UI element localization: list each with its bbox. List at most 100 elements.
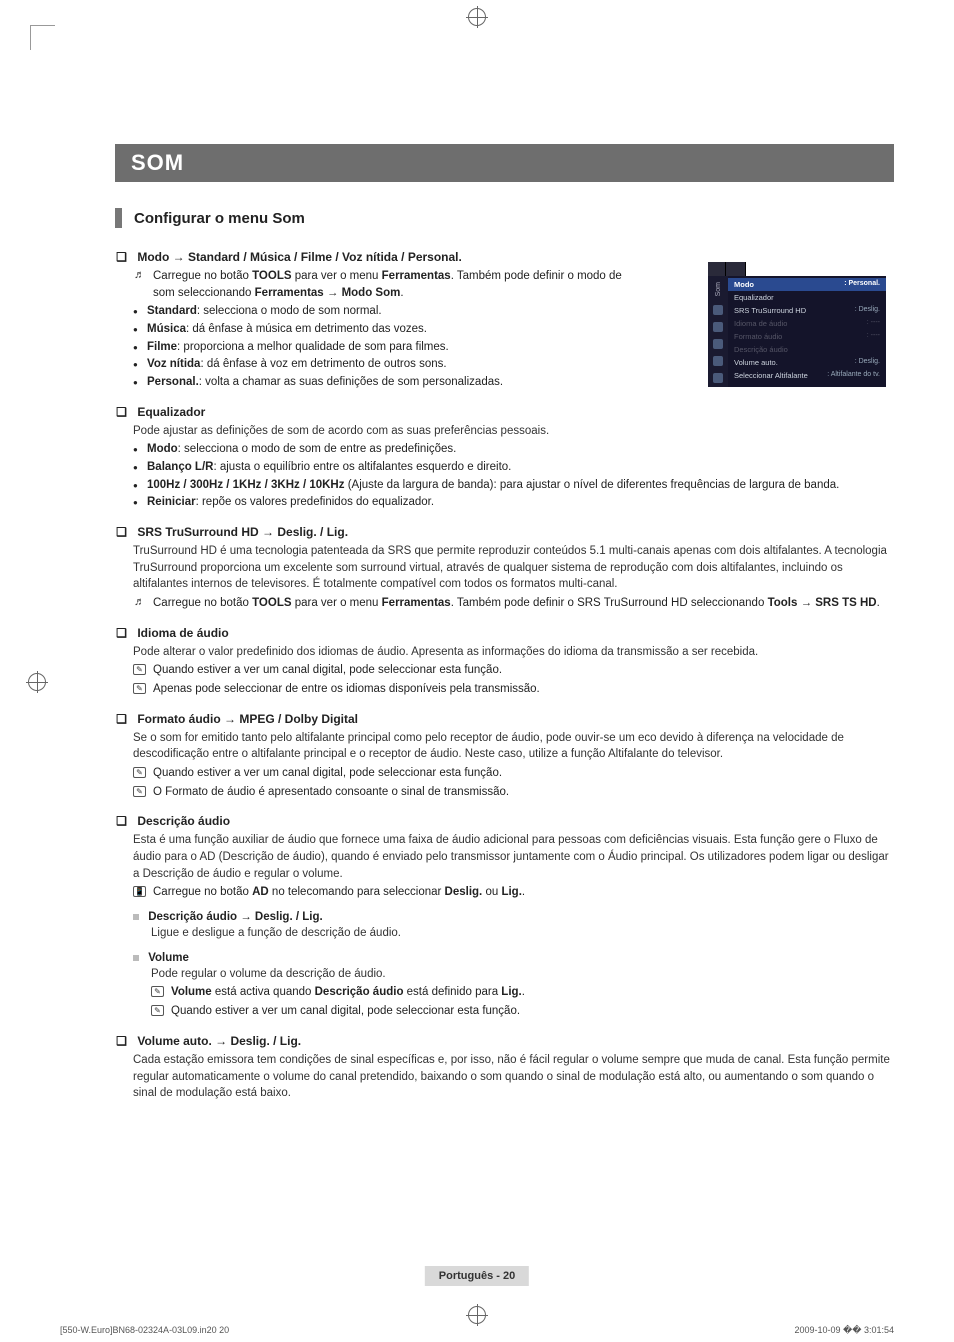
- modo-list: Standard: selecciona o modo de som norma…: [133, 303, 625, 390]
- list-item-label: Balanço L/R: [147, 461, 213, 473]
- list-item-text: : dá ênfase à música em detrimento das v…: [186, 323, 427, 335]
- heading-formato: ❏ Formato áudio → MPEG / Dolby Digital: [115, 712, 894, 726]
- list-item-text: : selecciona o modo de som normal.: [197, 305, 382, 317]
- heading-idioma: ❏ Idioma de áudio: [115, 626, 894, 640]
- body-text: Ligue e desligue a função de descrição d…: [151, 925, 894, 942]
- text: .: [522, 986, 525, 998]
- osd-row-value: : ----: [867, 332, 880, 341]
- list-item-text: : dá ênfase à voz em detrimento de outro…: [200, 358, 446, 370]
- note-icon: ✎: [133, 664, 146, 675]
- note-line: ✎ Volume está activa quando Descrição áu…: [151, 984, 894, 1001]
- osd-row: Modo: Personal.: [728, 278, 886, 291]
- q-bullet-icon: ❏: [115, 712, 128, 726]
- text-bold: Lig.: [501, 886, 521, 898]
- list-item-text: : repõe os valores predefinidos do equal…: [196, 496, 434, 508]
- body-text: Cada estação emissora tem condições de s…: [133, 1052, 894, 1102]
- text-bold: Volume: [171, 986, 212, 998]
- tools-hint: ♬ Carregue no botão TOOLS para ver o men…: [133, 268, 625, 301]
- text-bold: Tools → SRS TS HD: [768, 597, 877, 609]
- list-item: Filme: proporciona a melhor qualidade de…: [133, 339, 625, 356]
- osd-row-value: : ----: [867, 319, 880, 328]
- chapter-title: SOM: [115, 144, 894, 182]
- text: Carregue no botão: [153, 270, 252, 282]
- body-text: Se o som for emitido tanto pelo altifala…: [133, 730, 894, 763]
- tools-icon: ♬: [133, 597, 146, 608]
- note-icon: ✎: [133, 786, 146, 797]
- subheading-text: Descrição áudio → Deslig. / Lig.: [148, 911, 322, 923]
- text-bold: AD: [252, 886, 269, 898]
- crop-mark: [30, 25, 55, 50]
- subheading-text: Volume: [148, 952, 189, 964]
- title-accent-icon: [115, 208, 122, 228]
- list-item-label: Música: [147, 323, 186, 335]
- osd-row-value: : Altifalante do tv.: [827, 371, 880, 380]
- note-text: O Formato de áudio é apresentado consoan…: [153, 786, 509, 798]
- heading-srs: ❏ SRS TruSurround HD → Deslig. / Lig.: [115, 525, 894, 539]
- list-item: 100Hz / 300Hz / 1KHz / 3KHz / 10KHz (Aju…: [133, 477, 894, 494]
- text: Carregue no botão: [153, 886, 252, 898]
- heading-text: Formato áudio → MPEG / Dolby Digital: [137, 712, 358, 726]
- list-item: Balanço L/R: ajusta o equilíbrio entre o…: [133, 459, 894, 476]
- text: . Também pode definir o SRS TruSurround …: [451, 597, 768, 609]
- q-bullet-icon: ❏: [115, 405, 128, 419]
- list-item-label: Standard: [147, 305, 197, 317]
- note-icon: ✎: [151, 1005, 164, 1016]
- list-item-text: : selecciona o modo de som de entre as p…: [178, 443, 457, 455]
- list-item-label: Voz nítida: [147, 358, 200, 370]
- osd-row-value: : Deslig.: [855, 306, 880, 315]
- list-item-text: (Ajuste da largura de banda): para ajust…: [345, 479, 840, 491]
- q-bullet-icon: ❏: [115, 626, 128, 640]
- body-text: TruSurround HD é uma tecnologia patentea…: [133, 543, 894, 593]
- text-bold: Deslig.: [445, 886, 483, 898]
- footer-left: [550-W.Euro]BN68-02324A-03L09.in20 20: [60, 1325, 229, 1336]
- remote-icon: 📱: [133, 886, 146, 897]
- note-line: ✎ O Formato de áudio é apresentado conso…: [133, 784, 894, 801]
- q-bullet-icon: ❏: [115, 250, 128, 264]
- osd-row: Idioma de áudio: ----: [728, 317, 886, 330]
- text-bold: TOOLS: [252, 270, 291, 282]
- osd-nav-icon: [713, 356, 723, 366]
- text: .: [877, 597, 880, 609]
- osd-row-key: Idioma de áudio: [734, 319, 867, 328]
- osd-row-key: Equalizador: [734, 293, 880, 302]
- text: Carregue no botão: [153, 597, 252, 609]
- heading-text: Equalizador: [137, 405, 205, 419]
- footer-right: 2009-10-09 �� 3:01:54: [794, 1325, 894, 1336]
- heading-equalizador: ❏ Equalizador: [115, 405, 894, 419]
- lead-text: Pode ajustar as definições de som de aco…: [133, 423, 894, 440]
- section-title-text: Configurar o menu Som: [134, 210, 305, 227]
- osd-row-key: Seleccionar Altifalante: [734, 371, 827, 380]
- subheading-descricao-toggle: Descrição áudio → Deslig. / Lig.: [133, 911, 894, 923]
- osd-row-key: Descrição áudio: [734, 345, 880, 354]
- osd-nav-icon: [713, 322, 723, 332]
- osd-row-key: Formato áudio: [734, 332, 867, 341]
- list-item-label: 100Hz / 300Hz / 1KHz / 3KHz / 10KHz: [147, 479, 345, 491]
- text: está definido para: [403, 986, 501, 998]
- note-text: Apenas pode seleccionar de entre os idio…: [153, 683, 540, 695]
- list-item-text: : volta a chamar as suas definições de s…: [199, 376, 503, 388]
- note-line: ✎ Quando estiver a ver um canal digital,…: [133, 662, 894, 679]
- heading-text: SRS TruSurround HD → Deslig. / Lig.: [137, 525, 348, 539]
- tools-hint: ♬ Carregue no botão TOOLS para ver o men…: [133, 595, 894, 612]
- osd-preview: Som Modo: Personal.EqualizadorSRS TruSur…: [708, 262, 886, 387]
- registration-mark-icon: [468, 1306, 486, 1324]
- list-item-label: Reiniciar: [147, 496, 196, 508]
- subheading-volume: Volume: [133, 952, 894, 964]
- list-item: Voz nítida: dá ênfase à voz em detriment…: [133, 356, 625, 373]
- text: ou: [482, 886, 501, 898]
- osd-nav-icon: [713, 339, 723, 349]
- heading-text: Modo → Standard / Música / Filme / Voz n…: [137, 250, 462, 264]
- osd-row: Seleccionar Altifalante: Altifalante do …: [728, 369, 886, 382]
- body-text: Pode alterar o valor predefinido dos idi…: [133, 644, 894, 661]
- heading-descricao: ❏ Descrição áudio: [115, 814, 894, 828]
- list-item: Standard: selecciona o modo de som norma…: [133, 303, 625, 320]
- tools-icon: ♬: [133, 270, 146, 281]
- osd-row-value: : Deslig.: [855, 358, 880, 367]
- print-footer: [550-W.Euro]BN68-02324A-03L09.in20 20 20…: [60, 1325, 894, 1336]
- list-item-text: : proporciona a melhor qualidade de som …: [177, 341, 449, 353]
- list-item: Modo: selecciona o modo de som de entre …: [133, 441, 894, 458]
- text: .: [400, 287, 403, 299]
- remote-hint: 📱 Carregue no botão AD no telecomando pa…: [133, 884, 894, 901]
- body-text: Esta é uma função auxiliar de áudio que …: [133, 832, 894, 882]
- osd-row: Equalizador: [728, 291, 886, 304]
